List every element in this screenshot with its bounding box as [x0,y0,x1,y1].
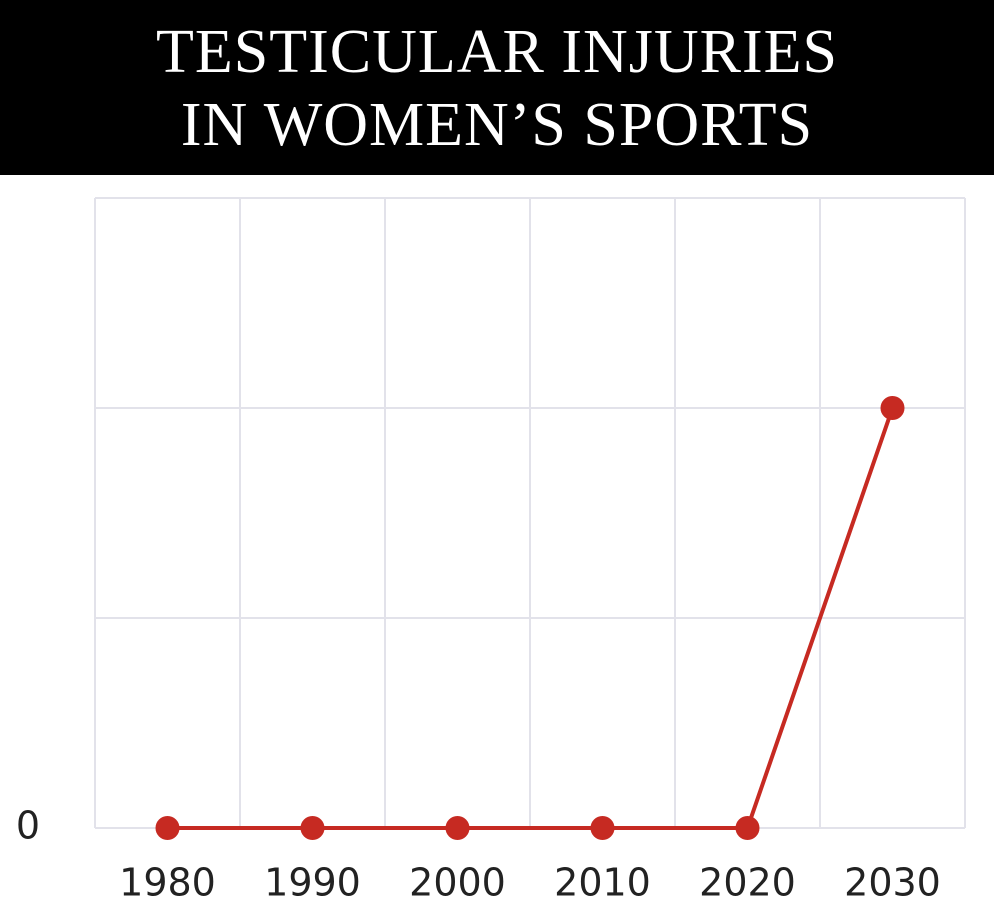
x-tick-label: 2030 [844,861,941,905]
x-tick-label: 1990 [264,861,361,905]
data-point [590,816,615,840]
data-point [880,396,905,420]
y-tick-label: 0 [16,804,40,848]
chart-title: TESTICULAR INJURIES [156,18,838,86]
x-tick-label: 2020 [699,861,796,905]
data-point [155,816,180,840]
data-point [445,816,470,840]
chart-title: IN WOMEN’S SPORTS [181,91,813,159]
x-tick-label: 2000 [409,861,506,905]
series-line [167,407,895,830]
data-point [300,816,325,840]
x-tick-label: 1980 [119,861,216,905]
title-band [0,0,994,175]
x-tick-label: 2010 [554,861,651,905]
data-point [735,816,760,840]
